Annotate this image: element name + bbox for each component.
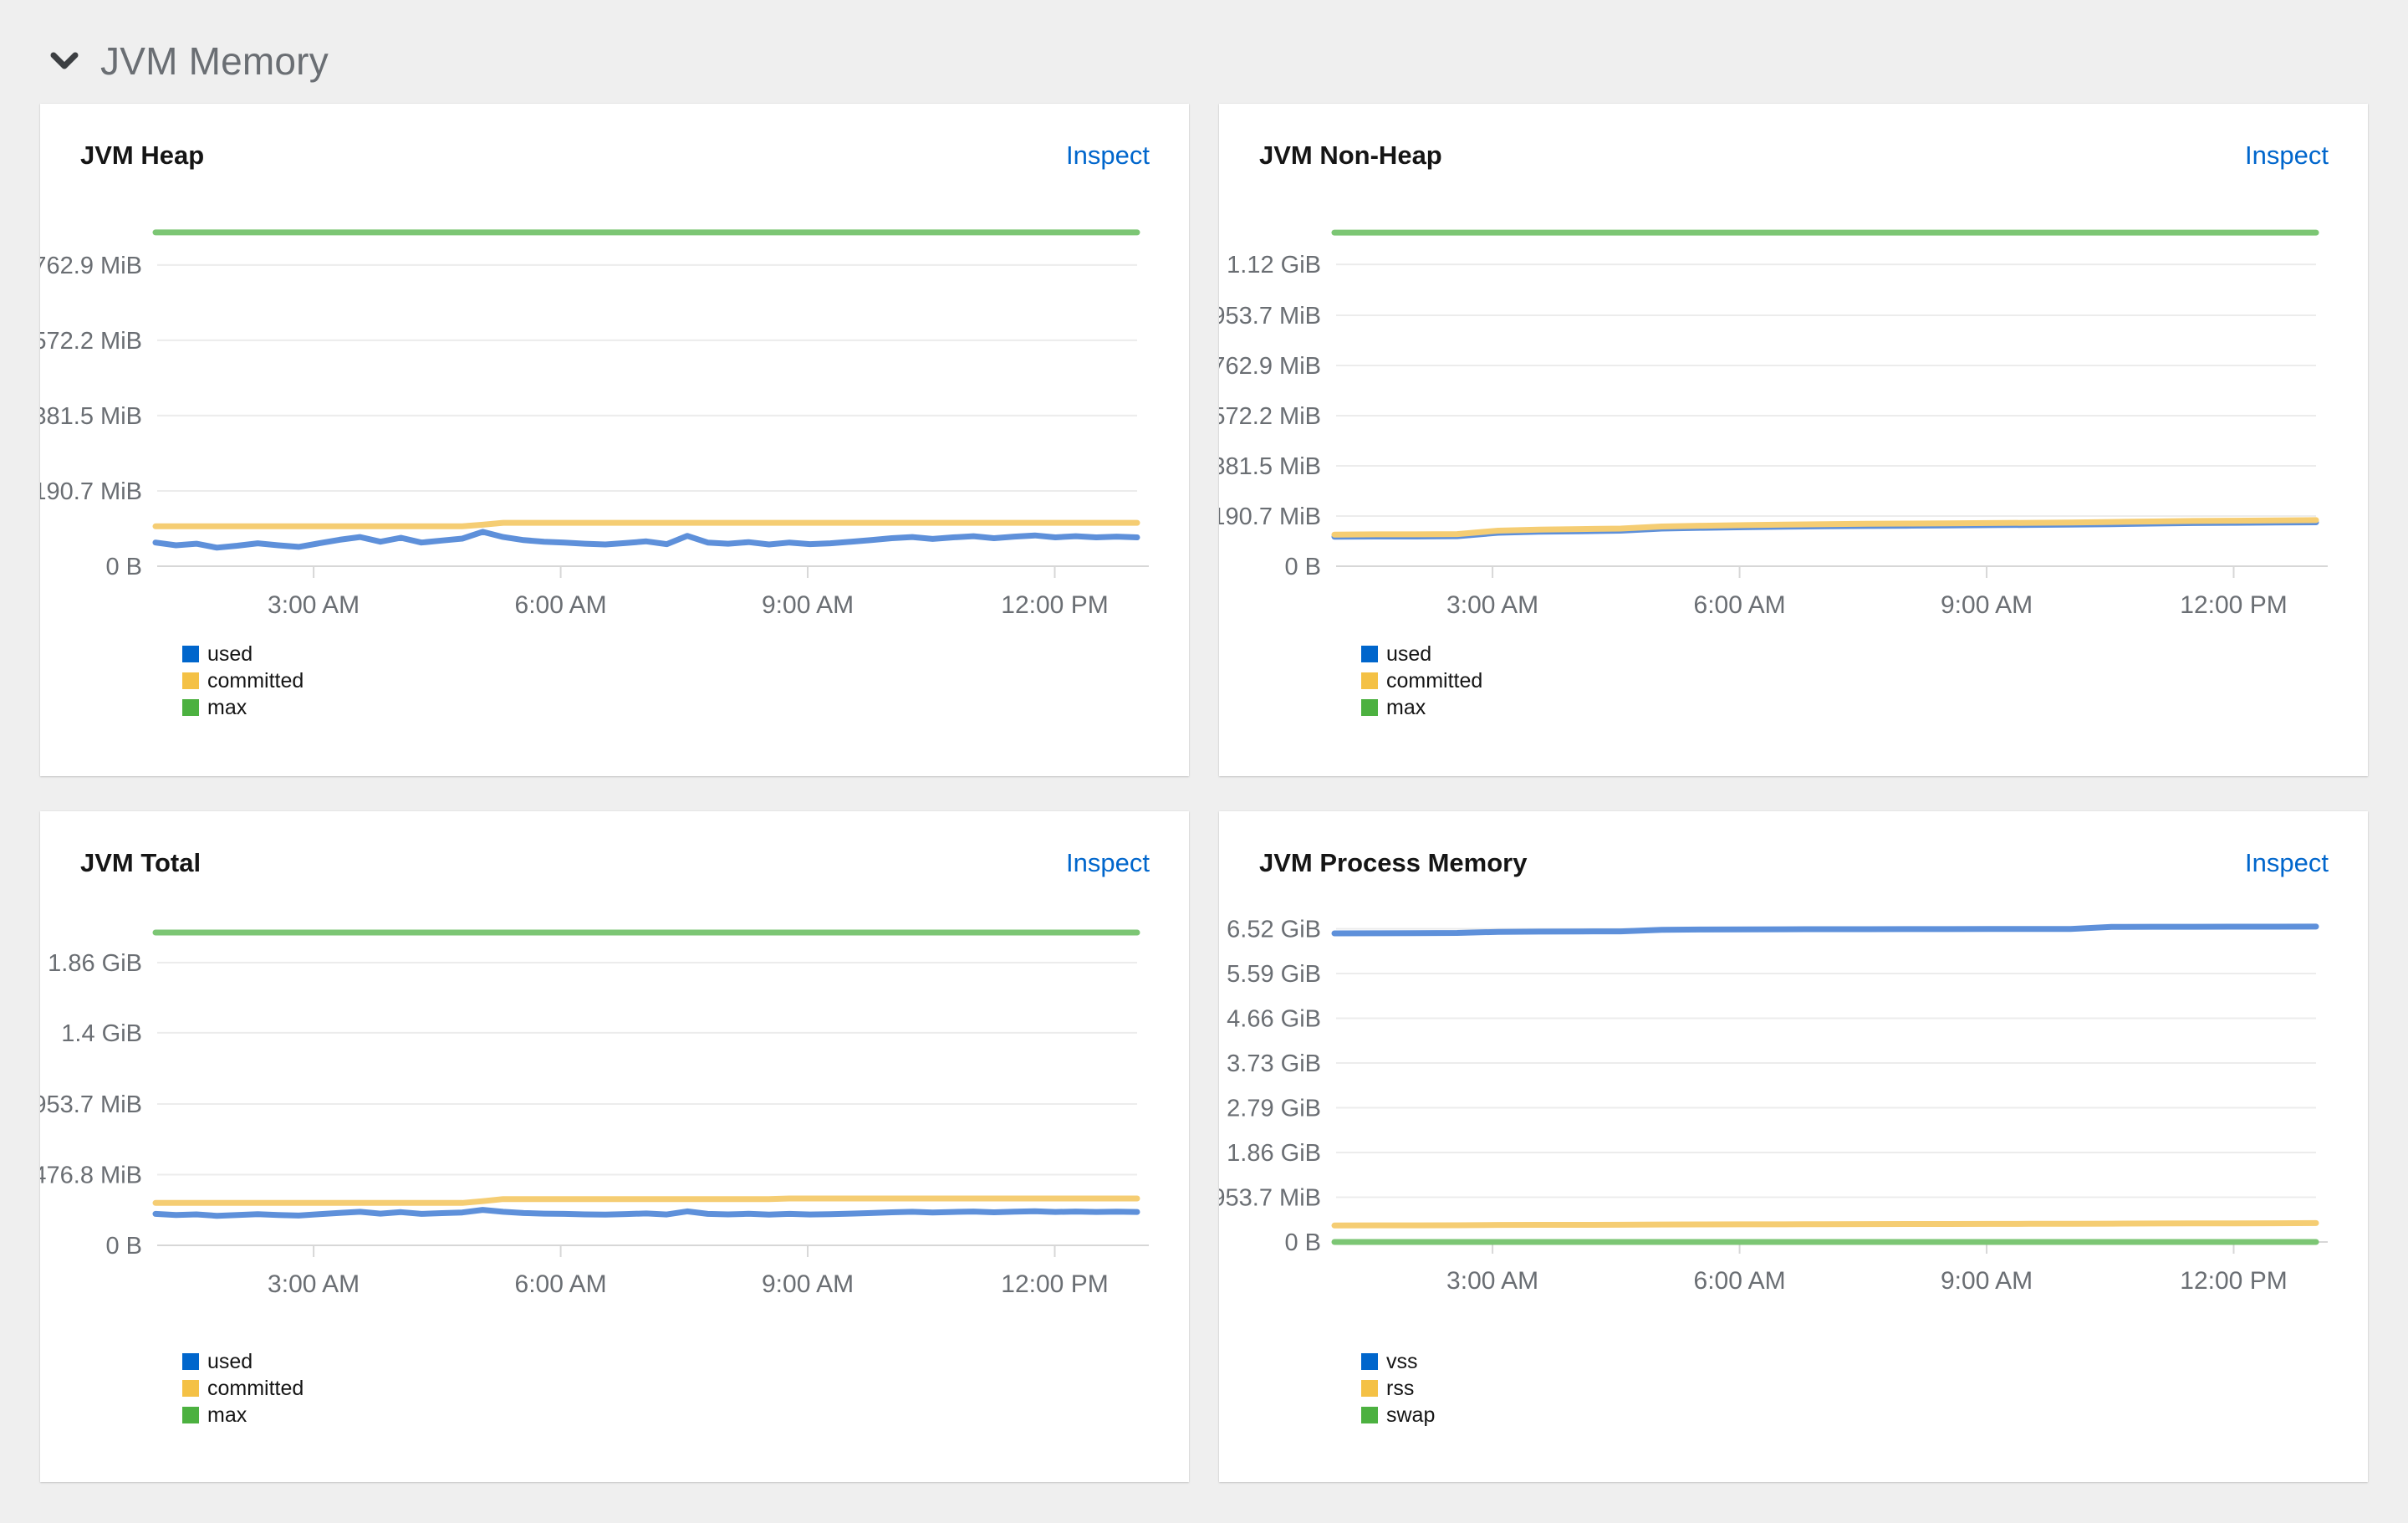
- y-axis-zero-label: 0 B: [1284, 554, 1321, 580]
- x-axis-tick-label: 12:00 PM: [1001, 591, 1108, 619]
- y-axis-tick-label: 3.73 GiB: [1227, 1050, 1321, 1077]
- chart-card-jvm-non-heap: JVM Non-Heap Inspect 190.7 MiB 381.5 MiB 5…: [1212, 104, 2368, 776]
- y-axis-tick-label: 4.66 GiB: [1227, 1005, 1321, 1032]
- line-chart: 190.7 MiB 381.5 MiB 572.2 MiB 762.9 MiB 0 B 3…: [33, 104, 1189, 776]
- y-axis-tick-label: 1.12 GiB: [1227, 252, 1321, 279]
- legend-label-max: max: [1386, 696, 1426, 719]
- chart-svg: 190.7 MiB 381.5 MiB 572.2 MiB 762.9 MiB 953.…: [1212, 229, 2328, 719]
- legend-swatch-used: [182, 646, 199, 662]
- y-axis-tick-label: 190.7 MiB: [1219, 503, 1321, 530]
- y-axis-tick-label: 953.7 MiB: [1219, 1184, 1321, 1211]
- y-axis-zero-label: 0 B: [105, 1233, 142, 1260]
- y-axis-tick-label: 572.2 MiB: [1219, 403, 1321, 430]
- y-axis-tick-label: 953.7 MiB: [1219, 303, 1321, 330]
- legend-swatch-used: [182, 1353, 199, 1370]
- y-axis-tick-label: 1.86 GiB: [48, 950, 142, 977]
- y-axis-tick-label: 2.79 GiB: [1227, 1095, 1321, 1122]
- x-axis-tick-label: 12:00 PM: [2180, 1267, 2287, 1295]
- chart-card-jvm-process-memory: JVM Process Memory Inspect 953.7 MiB 1.86…: [1212, 811, 2368, 1482]
- inspect-link[interactable]: Inspect: [2245, 141, 2329, 170]
- series-line-used: [1331, 519, 2319, 540]
- jvm-memory-section-header: JVM Memory: [0, 0, 2408, 84]
- series-line-rss: [1331, 1219, 2319, 1229]
- series-line-committed: [152, 1195, 1140, 1206]
- x-axis-tick-label: 9:00 AM: [762, 1270, 854, 1298]
- x-axis-tick-label: 12:00 PM: [1001, 1270, 1108, 1298]
- legend-label-swap: swap: [1386, 1403, 1435, 1427]
- y-axis-tick-label: 762.9 MiB: [1219, 353, 1321, 380]
- y-axis-tick-label: 381.5 MiB: [40, 403, 142, 430]
- legend-swatch-rss: [1361, 1380, 1378, 1397]
- series-line-committed: [152, 519, 1140, 529]
- chevron-down-icon[interactable]: [50, 51, 79, 71]
- legend-label-max: max: [207, 696, 247, 719]
- legend-swatch-committed: [1361, 672, 1378, 689]
- y-axis-tick-label: 190.7 MiB: [40, 478, 142, 505]
- x-axis-tick-label: 6:00 AM: [515, 1270, 607, 1298]
- x-axis-tick-label: 3:00 AM: [268, 591, 360, 619]
- line-chart: 190.7 MiB 381.5 MiB 572.2 MiB 762.9 MiB 953.…: [1212, 104, 2368, 776]
- legend-label-used: used: [207, 642, 253, 666]
- section-title: JVM Memory: [100, 39, 329, 83]
- chart-svg: 190.7 MiB 381.5 MiB 572.2 MiB 762.9 MiB 0 B 3…: [33, 229, 1149, 719]
- legend-label-used: used: [1386, 642, 1431, 666]
- legend-swatch-committed: [182, 672, 199, 689]
- legend-swatch-committed: [182, 1380, 199, 1397]
- inspect-link[interactable]: Inspect: [1066, 848, 1150, 877]
- legend-label-max: max: [207, 1403, 247, 1427]
- y-axis-tick-label: 476.8 MiB: [40, 1162, 142, 1188]
- legend-label-committed: committed: [207, 669, 304, 693]
- y-axis-zero-label: 0 B: [1284, 1229, 1321, 1256]
- x-axis-tick-label: 6:00 AM: [515, 591, 607, 619]
- y-axis-tick-label: 6.52 GiB: [1227, 916, 1321, 943]
- legend-swatch-max: [182, 699, 199, 716]
- y-axis-tick-label: 762.9 MiB: [40, 253, 142, 279]
- y-axis-tick-label: 1.86 GiB: [1227, 1140, 1321, 1167]
- chart-card-jvm-heap: JVM Heap Inspect 190.7 MiB 381.5 MiB 572.2…: [33, 104, 1189, 776]
- series-line-vss: [1331, 923, 2319, 937]
- x-axis-tick-label: 9:00 AM: [1941, 591, 2033, 619]
- chart-title: JVM Process Memory: [1259, 848, 1528, 877]
- inspect-link[interactable]: Inspect: [1066, 141, 1150, 170]
- series-line-committed: [1331, 517, 2319, 538]
- chart-title: JVM Heap: [80, 141, 205, 170]
- x-axis-tick-label: 9:00 AM: [1941, 1267, 2033, 1295]
- legend-swatch-swap: [1361, 1407, 1378, 1423]
- x-axis-tick-label: 3:00 AM: [1446, 591, 1538, 619]
- line-chart: 476.8 MiB 953.7 MiB 1.4 GiB 1.86 GiB 0 B 3:00…: [33, 811, 1189, 1482]
- series-line-used: [152, 1207, 1140, 1219]
- legend-swatch-max: [1361, 699, 1378, 716]
- x-axis-tick-label: 6:00 AM: [1694, 591, 1786, 619]
- y-axis-tick-label: 5.59 GiB: [1227, 961, 1321, 988]
- y-axis-tick-label: 572.2 MiB: [40, 328, 142, 355]
- line-chart: 953.7 MiB 1.86 GiB 2.79 GiB 3.73 GiB 4.66 Gi…: [1212, 811, 2368, 1482]
- x-axis-tick-label: 6:00 AM: [1694, 1267, 1786, 1295]
- legend-label-rss: rss: [1386, 1377, 1414, 1400]
- x-axis-tick-label: 9:00 AM: [762, 591, 854, 619]
- x-axis-tick-label: 12:00 PM: [2180, 591, 2287, 619]
- y-axis-zero-label: 0 B: [105, 554, 142, 580]
- series-line-used: [152, 529, 1140, 551]
- chart-title: JVM Total: [80, 848, 202, 877]
- charts-grid: JVM Heap Inspect 190.7 MiB 381.5 MiB 572.2…: [33, 104, 2368, 1482]
- legend-label-used: used: [207, 1350, 253, 1373]
- x-axis-tick-label: 3:00 AM: [268, 1270, 360, 1298]
- legend-label-vss: vss: [1386, 1350, 1418, 1373]
- legend-swatch-vss: [1361, 1353, 1378, 1370]
- y-axis-tick-label: 381.5 MiB: [1219, 453, 1321, 480]
- legend-swatch-used: [1361, 646, 1378, 662]
- chart-card-jvm-total: JVM Total Inspect 476.8 MiB 953.7 MiB 1.4 …: [33, 811, 1189, 1482]
- legend-swatch-max: [182, 1407, 199, 1423]
- legend-label-committed: committed: [207, 1377, 304, 1400]
- legend-label-committed: committed: [1386, 669, 1482, 693]
- inspect-link[interactable]: Inspect: [2245, 848, 2329, 877]
- chart-svg: 476.8 MiB 953.7 MiB 1.4 GiB 1.86 GiB 0 B 3:00…: [33, 929, 1149, 1427]
- y-axis-tick-label: 953.7 MiB: [40, 1091, 142, 1118]
- y-axis-tick-label: 1.4 GiB: [61, 1020, 142, 1047]
- chart-svg: 953.7 MiB 1.86 GiB 2.79 GiB 3.73 GiB 4.66 Gi…: [1212, 916, 2328, 1427]
- x-axis-tick-label: 3:00 AM: [1446, 1267, 1538, 1295]
- chart-title: JVM Non-Heap: [1259, 141, 1442, 170]
